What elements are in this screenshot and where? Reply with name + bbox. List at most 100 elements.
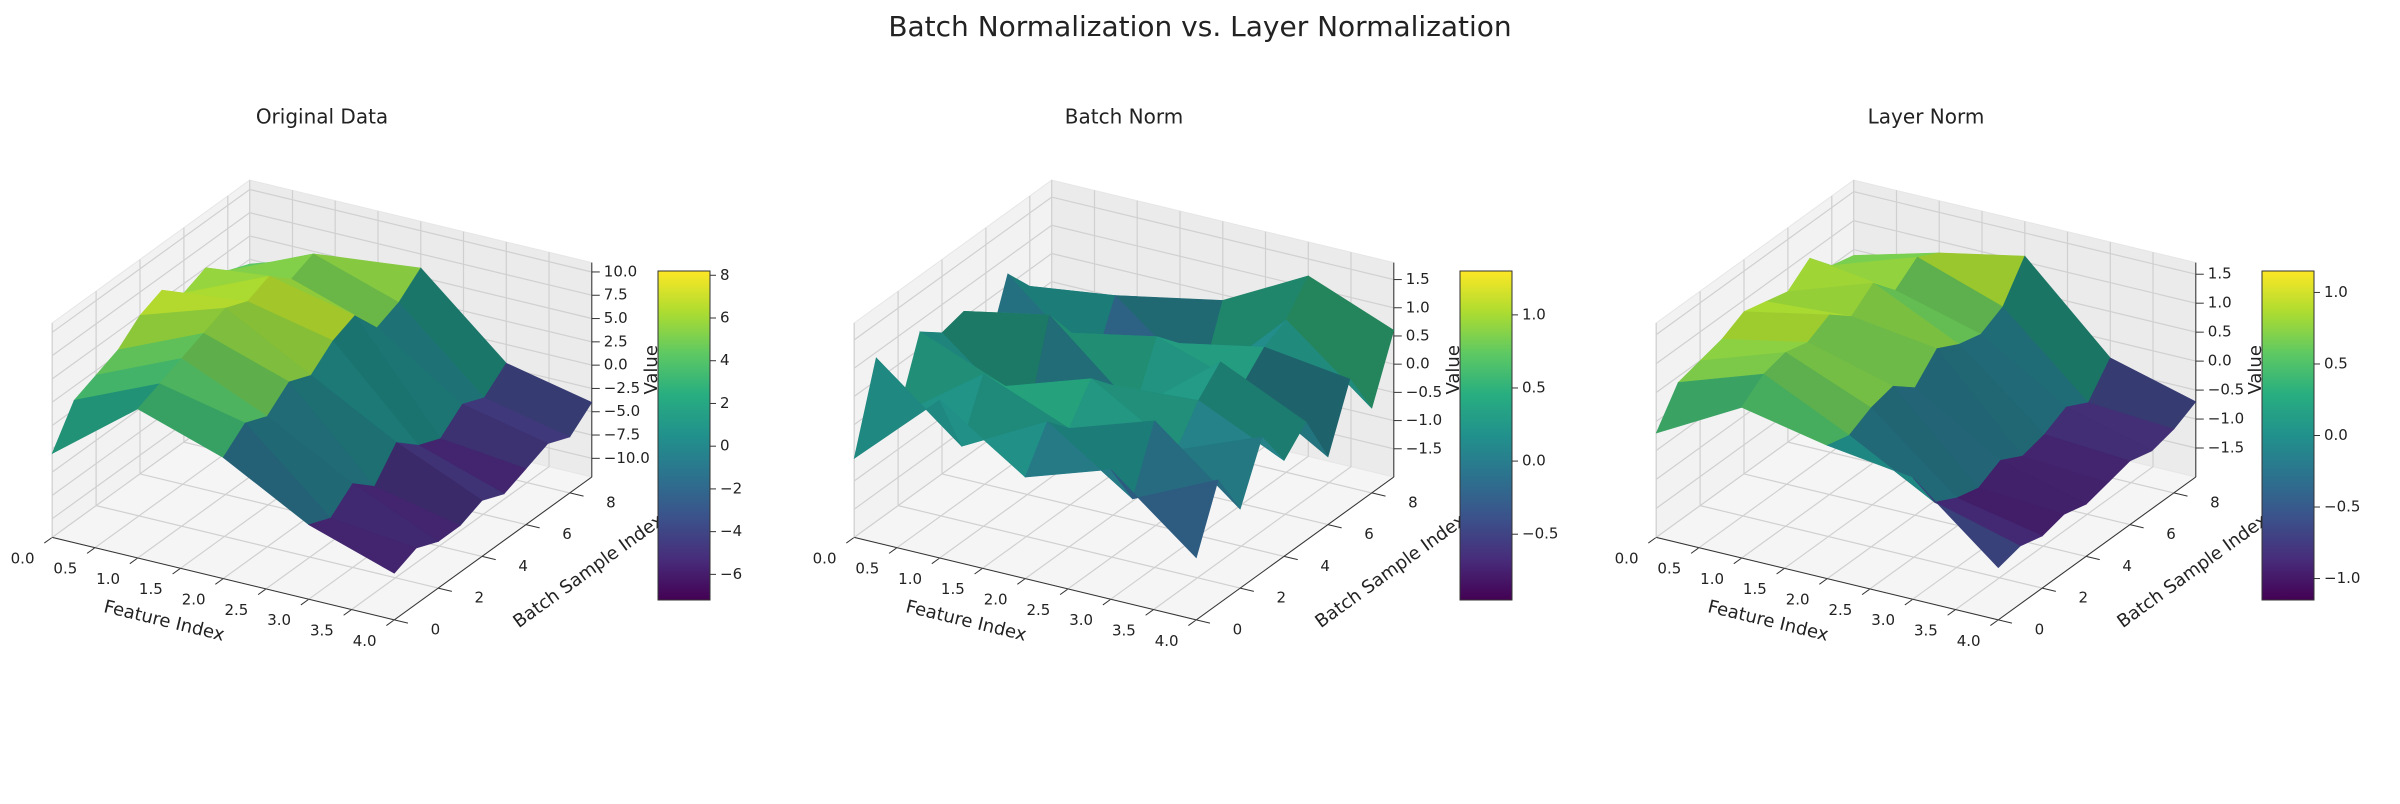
grid-line [853, 196, 1394, 341]
z-tick-label: −5.0 [604, 402, 640, 420]
x-tick-label: 0.0 [1615, 549, 1639, 567]
x-tick-label: 2.0 [182, 591, 206, 609]
colorbar-tick-label: 0.5 [2324, 354, 2348, 372]
x-tick-label: 4.0 [353, 632, 377, 650]
x-tick-label: 0.5 [53, 560, 77, 578]
axis-line [1656, 536, 1999, 621]
tick-mark [1690, 547, 1700, 554]
tick-mark [1776, 567, 1785, 575]
colorbar-tick-label: 0.0 [1522, 452, 1546, 470]
x-tick-label: 2.0 [984, 591, 1008, 609]
axis-line [52, 536, 395, 621]
colorbar-tick-label: 0.0 [2324, 426, 2348, 444]
grid-line [51, 235, 592, 380]
y-tick-label: 0 [1233, 620, 1243, 638]
tick-mark [300, 598, 310, 606]
z-axis-label: Value [2245, 345, 2266, 394]
z-tick-label: 1.5 [1406, 270, 1430, 288]
subplot: Batch Norm 0.0 0.5 1.0 1.5 2.0 2.5 3.0 3.5 4.0 0 2 4… [813, 105, 1559, 650]
subplot-title: Original Data [256, 105, 388, 129]
tick-mark [1371, 492, 1386, 497]
z-tick-label: −0.5 [2208, 381, 2244, 399]
subplot: Layer Norm 0.0 0.5 1.0 1.5 2.0 2.5 3.0 3.5 4.0 0 2 4… [1615, 105, 2361, 650]
z-tick-label: −2.5 [604, 379, 640, 397]
colorbar-tick-label: 1.0 [1522, 305, 1546, 323]
x-axis-label: Feature Index [102, 596, 227, 645]
y-tick-label: 4 [1320, 557, 1330, 575]
grid-line [51, 212, 592, 357]
grid-line [1655, 191, 2196, 336]
x-tick-label: 0.5 [855, 560, 879, 578]
x-tick-label: 4.0 [1957, 632, 1981, 650]
x-tick-label: 2.0 [1786, 591, 1810, 609]
tick-mark [1196, 619, 1211, 624]
z-tick-label: 0.0 [604, 356, 628, 374]
tick-mark [2129, 524, 2144, 529]
tick-mark [1017, 578, 1026, 585]
tick-mark [44, 536, 53, 544]
z-tick-label: 0.5 [1406, 326, 1430, 344]
x-tick-label: 1.5 [941, 580, 965, 598]
y-tick-label: 4 [518, 557, 528, 575]
tick-mark [86, 547, 96, 554]
colorbar-tick-label: 6 [720, 309, 730, 327]
colorbar-tick-label: 0.5 [1522, 378, 1546, 396]
tick-mark [1733, 557, 1743, 565]
colorbar [1459, 270, 1513, 601]
colorbar-tick-label: −4 [720, 522, 742, 540]
x-tick-label: 4.0 [1155, 632, 1179, 650]
x-tick-label: 2.5 [224, 601, 248, 619]
tick-mark [438, 587, 452, 592]
grid-line [1955, 252, 2154, 611]
tick-mark [1904, 598, 1914, 606]
tick-mark [525, 524, 540, 529]
tick-mark [846, 536, 855, 544]
x-axis-label: Feature Index [1706, 596, 1831, 645]
colorbar-tick-label: 4 [720, 351, 730, 369]
tick-mark [1861, 588, 1871, 596]
z-tick-label: −1.5 [1406, 439, 1442, 457]
subplot-title: Batch Norm [1065, 105, 1183, 129]
y-axis-label: Batch Sample Index [1311, 510, 1470, 633]
z-tick-label: −7.5 [604, 426, 640, 444]
colorbar-tick-label: −0.5 [2324, 498, 2360, 516]
y-tick-label: 0 [2035, 620, 2045, 638]
tick-mark [1648, 536, 1657, 544]
tick-mark [1819, 578, 1828, 585]
x-tick-label: 1.0 [96, 570, 120, 588]
y-tick-label: 8 [606, 493, 616, 511]
x-tick-label: 1.0 [898, 570, 922, 588]
tick-mark [386, 619, 395, 626]
x-tick-label: 0.0 [11, 549, 35, 567]
y-tick-label: 6 [2166, 525, 2176, 543]
surface-patch [1110, 469, 1219, 559]
tick-mark [974, 567, 983, 575]
z-tick-label: 5.0 [604, 309, 628, 327]
tick-mark [215, 578, 224, 585]
z-tick-label: −1.5 [2208, 439, 2244, 457]
z-tick-label: 7.5 [604, 286, 628, 304]
colorbar-tick-label: 0 [720, 437, 730, 455]
x-tick-label: 0.5 [1657, 560, 1681, 578]
x-tick-label: 3.0 [267, 611, 291, 629]
tick-mark [481, 555, 496, 561]
tick-mark [257, 588, 267, 596]
tick-mark [2173, 492, 2188, 497]
z-tick-label: 1.5 [2208, 265, 2232, 283]
tick-mark [343, 609, 352, 616]
grid-line [1655, 220, 2196, 365]
colorbar [2261, 270, 2315, 601]
z-tick-label: 1.0 [1406, 298, 1430, 316]
axis-line [854, 536, 1197, 621]
z-axis-label: Value [641, 345, 662, 394]
tick-mark [1059, 588, 1069, 596]
y-tick-label: 2 [2078, 589, 2088, 607]
tick-mark [1145, 609, 1154, 616]
grid-line [897, 291, 1241, 589]
grid-line [985, 227, 1329, 526]
z-tick-label: 10.0 [604, 262, 637, 280]
tick-mark [1947, 609, 1956, 616]
z-tick-label: 0.5 [2208, 323, 2232, 341]
y-tick-label: 2 [474, 589, 484, 607]
